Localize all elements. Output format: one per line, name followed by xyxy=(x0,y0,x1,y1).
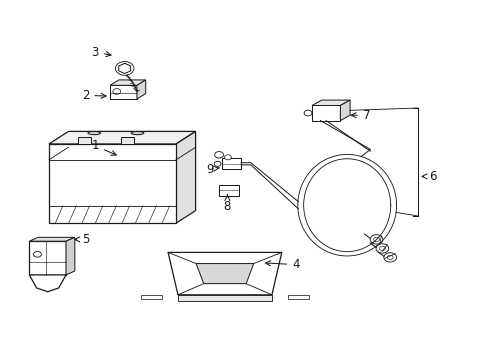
Polygon shape xyxy=(66,237,75,275)
Bar xyxy=(49,144,176,223)
Text: 5: 5 xyxy=(75,233,89,246)
Ellipse shape xyxy=(88,131,101,135)
Polygon shape xyxy=(176,131,195,223)
Text: 2: 2 xyxy=(81,89,106,102)
Ellipse shape xyxy=(131,131,143,135)
Text: 8: 8 xyxy=(223,195,231,213)
Circle shape xyxy=(214,152,223,158)
Circle shape xyxy=(33,251,41,257)
Bar xyxy=(222,158,241,169)
Circle shape xyxy=(369,235,382,244)
Bar xyxy=(78,137,91,144)
Polygon shape xyxy=(49,131,195,144)
Circle shape xyxy=(224,155,231,160)
Bar xyxy=(29,241,66,275)
Circle shape xyxy=(386,255,392,260)
Polygon shape xyxy=(178,295,271,301)
Polygon shape xyxy=(119,63,130,73)
Text: 4: 4 xyxy=(265,258,299,271)
Polygon shape xyxy=(29,237,75,241)
Circle shape xyxy=(373,237,379,242)
Circle shape xyxy=(375,244,388,253)
Polygon shape xyxy=(168,252,281,295)
Text: 6: 6 xyxy=(421,170,436,183)
Bar xyxy=(311,105,340,121)
Circle shape xyxy=(214,161,221,166)
Bar xyxy=(287,295,308,299)
Circle shape xyxy=(383,253,396,262)
Bar xyxy=(121,137,134,144)
Circle shape xyxy=(113,89,121,94)
Bar xyxy=(218,185,239,196)
Text: 1: 1 xyxy=(91,139,116,155)
Text: 3: 3 xyxy=(91,46,111,59)
Text: 9: 9 xyxy=(206,163,219,176)
Polygon shape xyxy=(311,100,349,105)
Polygon shape xyxy=(196,264,253,284)
Polygon shape xyxy=(110,80,145,85)
Polygon shape xyxy=(137,80,145,99)
Bar xyxy=(110,85,137,99)
Polygon shape xyxy=(29,275,66,292)
Polygon shape xyxy=(340,100,349,121)
Text: 7: 7 xyxy=(350,109,370,122)
Circle shape xyxy=(379,246,385,251)
Circle shape xyxy=(304,110,311,116)
Bar xyxy=(141,295,162,299)
